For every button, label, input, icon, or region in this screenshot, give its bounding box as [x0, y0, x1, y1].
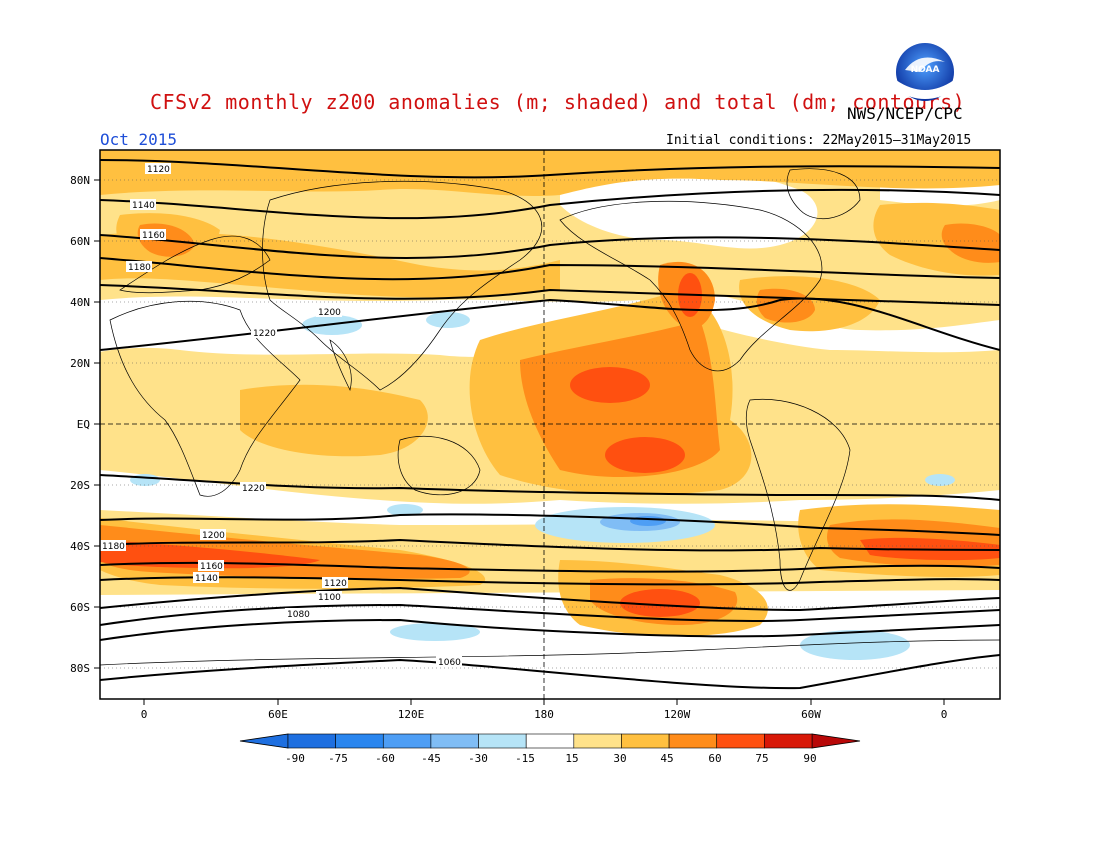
colorbar-label: 30 [613, 752, 626, 765]
contour-label: 1220 [242, 484, 265, 494]
lon-label: 120W [664, 708, 691, 721]
positive-anomaly-60-75 [100, 273, 1000, 617]
contour-label: 1220 [253, 329, 276, 339]
colorbar-swatch [621, 733, 670, 749]
contour-labels: 1120 1140 1160 1180 1200 1220 1220 1200 … [100, 163, 462, 668]
colorbar-swatch [525, 733, 575, 749]
colorbar-swatch [335, 733, 384, 749]
longitude-labels: 0 60E 120E 180 120W 60W 0 [141, 708, 948, 721]
colorbar-left-arrow [239, 733, 289, 749]
colorbar-swatch [573, 733, 622, 749]
colorbar-label: -90 [285, 752, 305, 765]
lat-label: 40S [70, 540, 90, 553]
contour-label: 1140 [132, 201, 155, 211]
contour-label: 1060 [438, 658, 461, 668]
colorbar-swatch [668, 733, 718, 749]
contour-label: 1180 [102, 542, 125, 552]
contour-label: 1200 [202, 531, 225, 541]
colorbar-label: 90 [803, 752, 816, 765]
contour-label: 1160 [142, 231, 165, 241]
lon-label: 60E [268, 708, 288, 721]
contour-label: 1160 [200, 562, 223, 572]
noaa-logo-text: NOAA [911, 65, 940, 75]
colorbar-swatch [287, 733, 336, 749]
lon-label: 0 [941, 708, 948, 721]
contour-label: 1200 [318, 308, 341, 318]
lat-label: 20N [70, 357, 90, 370]
agency-label: NWS/NCEP/CPC [847, 104, 963, 123]
lat-label: 60N [70, 235, 90, 248]
colorbar-label: -15 [515, 752, 535, 765]
lon-label: 180 [534, 708, 554, 721]
colorbar-swatch [430, 733, 479, 749]
lat-label: 20S [70, 479, 90, 492]
height-contours [100, 159, 1000, 690]
contour-label: 1120 [324, 579, 347, 589]
lon-label: 120E [398, 708, 425, 721]
colorbar-swatch [478, 733, 527, 749]
colorbar: -90 -75 -60 -45 -30 -15 15 30 45 60 75 9… [239, 733, 861, 765]
lat-label: 80N [70, 174, 90, 187]
contour-label: 1120 [147, 165, 170, 175]
map-field: 1120 1140 1160 1180 1200 1220 1220 1200 … [100, 150, 1000, 699]
lon-label: 0 [141, 708, 148, 721]
contour-label: 1100 [318, 593, 341, 603]
colorbar-label: -45 [421, 752, 441, 765]
colorbar-label: 45 [660, 752, 673, 765]
colorbar-label: 15 [565, 752, 578, 765]
lat-label: EQ [77, 418, 90, 431]
lon-label: 60W [801, 708, 821, 721]
contour-label: 1180 [128, 263, 151, 273]
colorbar-swatch [382, 733, 432, 749]
negative-anomaly-45-60 [630, 516, 666, 526]
lat-label: 80S [70, 662, 90, 675]
colorbar-label: 75 [755, 752, 768, 765]
colorbar-swatch [716, 733, 765, 749]
contour-label: 1140 [195, 574, 218, 584]
colorbar-swatch [764, 733, 813, 749]
initial-conditions-label: Initial conditions: 22May2015–31May2015 [666, 133, 972, 148]
noaa-logo-icon: NOAA [896, 43, 954, 101]
lat-label: 60S [70, 601, 90, 614]
equator-and-dateline [100, 150, 1000, 699]
latitude-labels: 80N 60N 40N 20N EQ 20S 40S 60S 80S [70, 174, 90, 675]
colorbar-right-arrow [811, 733, 861, 749]
month-label: Oct 2015 [100, 130, 178, 149]
contour-label: 1080 [287, 610, 310, 620]
colorbar-label: -75 [328, 752, 348, 765]
colorbar-label: 60 [708, 752, 721, 765]
colorbar-label: -60 [375, 752, 395, 765]
neutral-regions [100, 151, 1000, 699]
colorbar-label: -30 [468, 752, 488, 765]
map-title: CFSv2 monthly z200 anomalies (m; shaded)… [150, 90, 966, 114]
axis-ticks [94, 179, 945, 705]
lat-label: 40N [70, 296, 90, 309]
